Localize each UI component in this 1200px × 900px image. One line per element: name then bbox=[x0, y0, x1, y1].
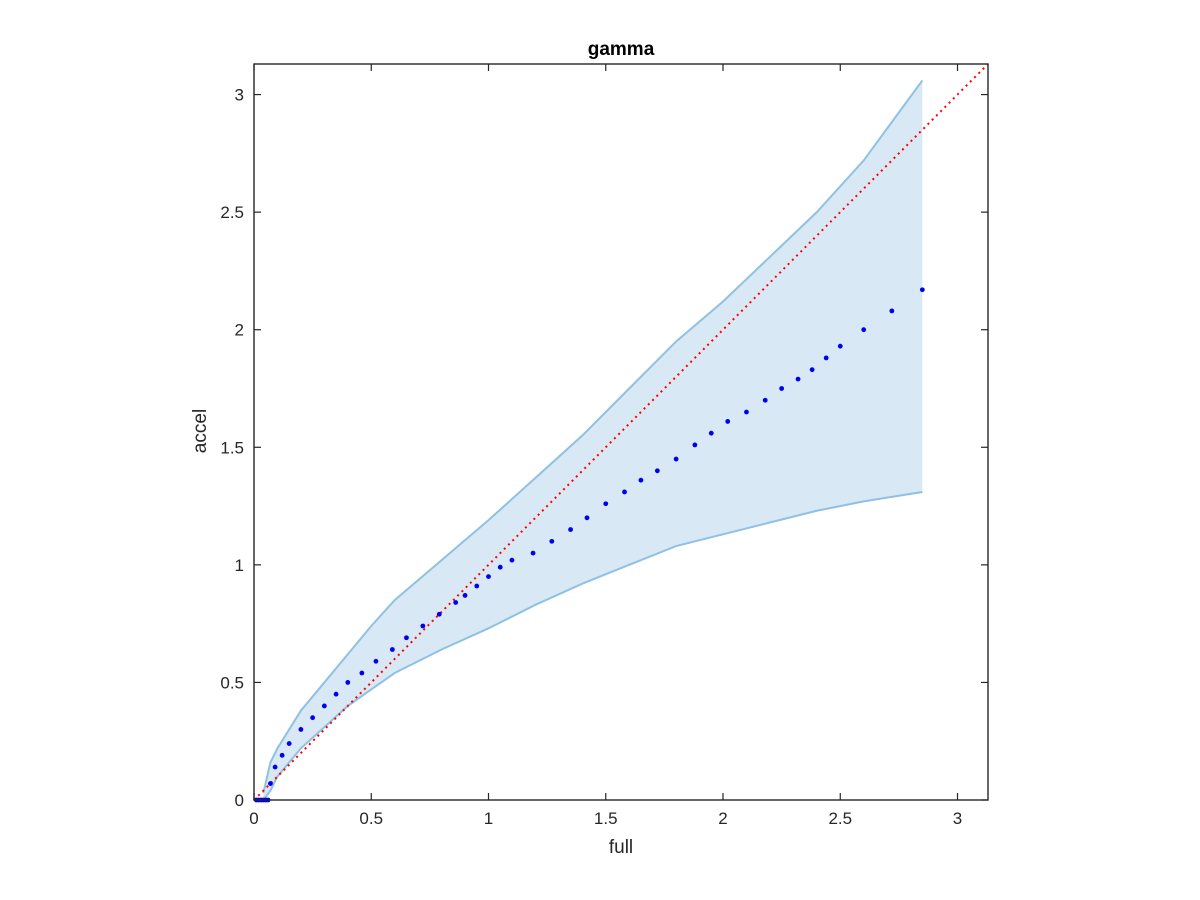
band-lower-edge bbox=[262, 490, 923, 801]
data-point bbox=[272, 764, 278, 770]
data-point bbox=[919, 287, 925, 293]
data-point bbox=[795, 376, 801, 382]
band-fill bbox=[263, 80, 923, 800]
data-point bbox=[889, 308, 895, 314]
data-point bbox=[333, 691, 339, 697]
y-tick-label: 3 bbox=[235, 86, 244, 105]
data-point bbox=[359, 670, 365, 676]
data-point bbox=[549, 538, 555, 544]
data-point bbox=[744, 409, 749, 415]
data-point bbox=[622, 489, 627, 495]
data-point bbox=[603, 501, 609, 507]
y-axis-label: accel bbox=[190, 409, 211, 453]
data-point bbox=[389, 647, 395, 652]
y-tick-label: 0 bbox=[235, 791, 244, 810]
data-point bbox=[654, 468, 660, 474]
band-upper-edge bbox=[262, 79, 924, 794]
x-tick-label: 0.5 bbox=[359, 809, 383, 828]
x-tick-label: 2.5 bbox=[828, 809, 852, 828]
data-point bbox=[268, 781, 273, 786]
data-point bbox=[530, 550, 536, 556]
data-point bbox=[725, 419, 731, 424]
data-point bbox=[373, 658, 379, 664]
data-point bbox=[568, 527, 573, 532]
y-tick-label: 1 bbox=[235, 556, 244, 575]
data-point bbox=[692, 442, 698, 448]
data-point bbox=[823, 355, 829, 361]
data-point bbox=[436, 611, 442, 617]
data-point bbox=[809, 367, 815, 373]
data-point bbox=[861, 327, 867, 333]
plot-area: 0 0.5 1 1.5 2 2.5 3 0 0.5 1 1.5 2 2.5 3 bbox=[220, 63, 989, 828]
x-axis-label: full bbox=[609, 837, 633, 858]
data-point bbox=[509, 557, 515, 563]
data-point bbox=[486, 574, 491, 580]
y-tick-label: 2 bbox=[235, 321, 244, 340]
data-point bbox=[286, 741, 292, 746]
data-point bbox=[420, 623, 426, 629]
data-point bbox=[321, 703, 327, 709]
x-tick-label: 0 bbox=[249, 809, 258, 828]
data-point bbox=[584, 515, 590, 521]
data-point bbox=[497, 564, 503, 570]
x-tick-label: 1.5 bbox=[594, 809, 618, 828]
data-point bbox=[345, 680, 351, 685]
x-tick-label: 3 bbox=[953, 809, 962, 828]
chart-title: gamma bbox=[588, 39, 655, 60]
data-point bbox=[474, 583, 480, 589]
data-point bbox=[453, 600, 459, 605]
y-tick-label: 0.5 bbox=[220, 673, 244, 692]
data-point bbox=[298, 727, 304, 732]
y-tick-label: 1.5 bbox=[220, 438, 244, 457]
data-point bbox=[837, 343, 843, 349]
data-point bbox=[279, 752, 285, 758]
data-point bbox=[762, 397, 768, 403]
axes-box bbox=[253, 63, 989, 801]
data-point bbox=[310, 715, 316, 721]
x-tick-label: 2 bbox=[718, 809, 727, 828]
data-point bbox=[404, 635, 409, 641]
x-tick-label: 1 bbox=[484, 809, 493, 828]
data-point bbox=[673, 456, 679, 462]
data-point bbox=[779, 386, 785, 391]
data-point bbox=[708, 430, 714, 436]
y-tick-label: 2.5 bbox=[220, 203, 244, 222]
data-point bbox=[638, 477, 644, 483]
data-point bbox=[462, 593, 468, 598]
